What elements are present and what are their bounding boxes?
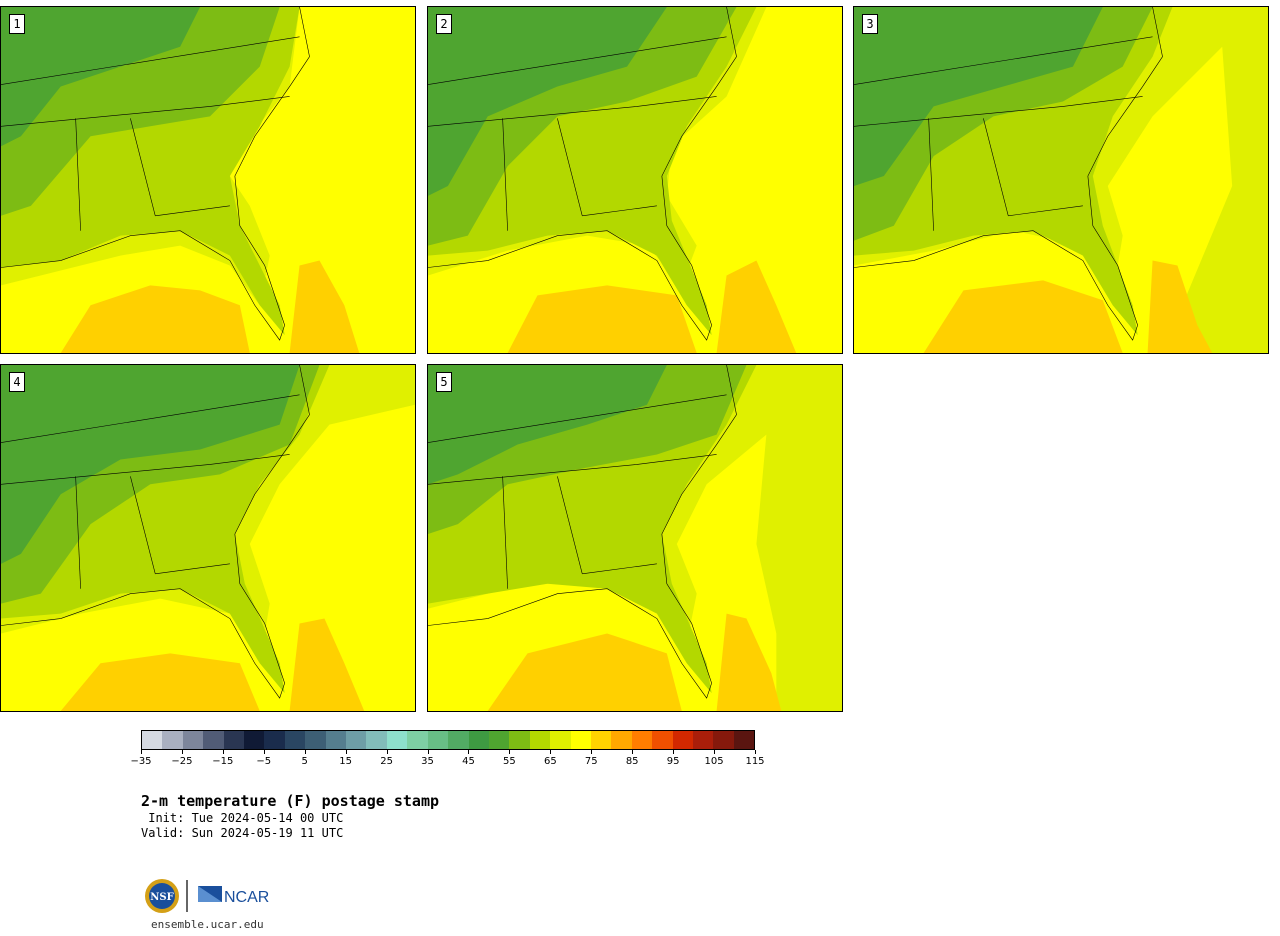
colorbar-tick [468, 750, 470, 754]
colorbar-segment [529, 731, 551, 749]
colorbar-tick-label: 15 [339, 756, 353, 767]
temperature-map [428, 365, 842, 711]
colorbar-segment [346, 731, 367, 749]
colorbar-tick-label: 5 [301, 756, 308, 767]
member-map-5: 5 [427, 364, 843, 712]
chart-title: 2-m temperature (F) postage stamp [141, 792, 440, 810]
colorbar-tick [591, 750, 593, 754]
colorbar-segment [611, 731, 632, 749]
colorbar-segment [142, 731, 163, 749]
colorbar-segment [488, 731, 510, 749]
colorbar-segment [713, 731, 734, 749]
colorbar-tick-label: −25 [171, 756, 193, 767]
colorbar-tick [755, 750, 756, 754]
colorbar-segment [509, 731, 530, 749]
colorbar-tick [509, 750, 511, 754]
colorbar-tick-label: 65 [543, 756, 557, 767]
colorbar-segment [264, 731, 285, 749]
member-label: 4 [9, 372, 25, 392]
colorbar-segment [366, 731, 387, 749]
temperature-map [428, 7, 842, 353]
caption: 2-m temperature (F) postage stamp Init: … [141, 791, 439, 841]
colorbar-tick-label: 75 [584, 756, 598, 767]
init-time: Init: Tue 2024-05-14 00 UTC [141, 811, 344, 825]
colorbar-tick-label: 25 [380, 756, 393, 767]
colorbar-segment [284, 731, 306, 749]
colorbar-tick [632, 750, 634, 754]
member-label: 2 [436, 14, 452, 34]
member-label: 5 [436, 372, 452, 392]
colorbar-segment [427, 731, 449, 749]
colorbar-segment [182, 731, 204, 749]
colorbar-tick-label: 45 [462, 756, 475, 767]
colorbar-tick [386, 750, 388, 754]
colorbar-segment [162, 731, 183, 749]
colorbar-tick [345, 750, 347, 754]
member-map-2: 2 [427, 6, 843, 354]
colorbar-segment [652, 731, 673, 749]
colorbar-tick [427, 750, 429, 754]
colorbar-segment [203, 731, 224, 749]
logos: NSF NCAR [144, 876, 274, 916]
colorbar-tick-label: 55 [503, 756, 516, 767]
colorbar-segment [550, 731, 571, 749]
colorbar-tick-label: 115 [745, 756, 765, 767]
ncar-logo: NCAR [198, 886, 269, 906]
colorbar-ticks: −35 −25 −15 −5 5 15 25 35 45 55 65 75 85 95 105 115 [130, 750, 765, 770]
member-map-1: 1 [0, 6, 416, 354]
member-label: 3 [862, 14, 878, 34]
colorbar-tick [304, 750, 306, 754]
temperature-map [1, 7, 415, 353]
colorbar-tick-label: −15 [212, 756, 234, 767]
temperature-colorbar [141, 730, 755, 750]
colorbar-tick-label: −35 [130, 756, 152, 767]
temperature-map [854, 7, 1268, 353]
colorbar-tick-label: 35 [421, 756, 434, 767]
colorbar-segment [468, 731, 489, 749]
colorbar-tick-label: 85 [625, 756, 639, 767]
colorbar-segment [407, 731, 428, 749]
colorbar-segment [733, 731, 755, 749]
nsf-logo-text: NSF [150, 892, 173, 903]
valid-time: Valid: Sun 2024-05-19 11 UTC [141, 826, 344, 840]
member-map-3: 3 [853, 6, 1269, 354]
colorbar-tick [550, 750, 552, 754]
colorbar-segment [325, 731, 347, 749]
colorbar-tick [263, 750, 265, 754]
colorbar-segment [692, 731, 714, 749]
colorbar-tick [141, 750, 142, 754]
colorbar-tick [222, 750, 224, 754]
colorbar-segment [305, 731, 326, 749]
colorbar-segment [386, 731, 408, 749]
colorbar-segment [631, 731, 653, 749]
colorbar-tick-label: 95 [666, 756, 680, 767]
member-label: 1 [9, 14, 25, 34]
colorbar-segment [672, 731, 693, 749]
temperature-map [1, 365, 415, 711]
footer-url: ensemble.ucar.edu [151, 918, 264, 931]
colorbar-segment [223, 731, 245, 749]
member-map-4: 4 [0, 364, 416, 712]
nsf-logo: NSF [145, 879, 179, 913]
colorbar-tick-label: −5 [256, 756, 272, 767]
colorbar-segment [570, 731, 591, 749]
colorbar-segment [590, 731, 612, 749]
colorbar-tick [673, 750, 675, 754]
colorbar-tick-label: 105 [704, 756, 724, 767]
colorbar-segment [448, 731, 469, 749]
ncar-logo-text: NCAR [224, 889, 269, 906]
colorbar-segment [244, 731, 265, 749]
colorbar-tick [181, 750, 183, 754]
colorbar-tick [714, 750, 716, 754]
